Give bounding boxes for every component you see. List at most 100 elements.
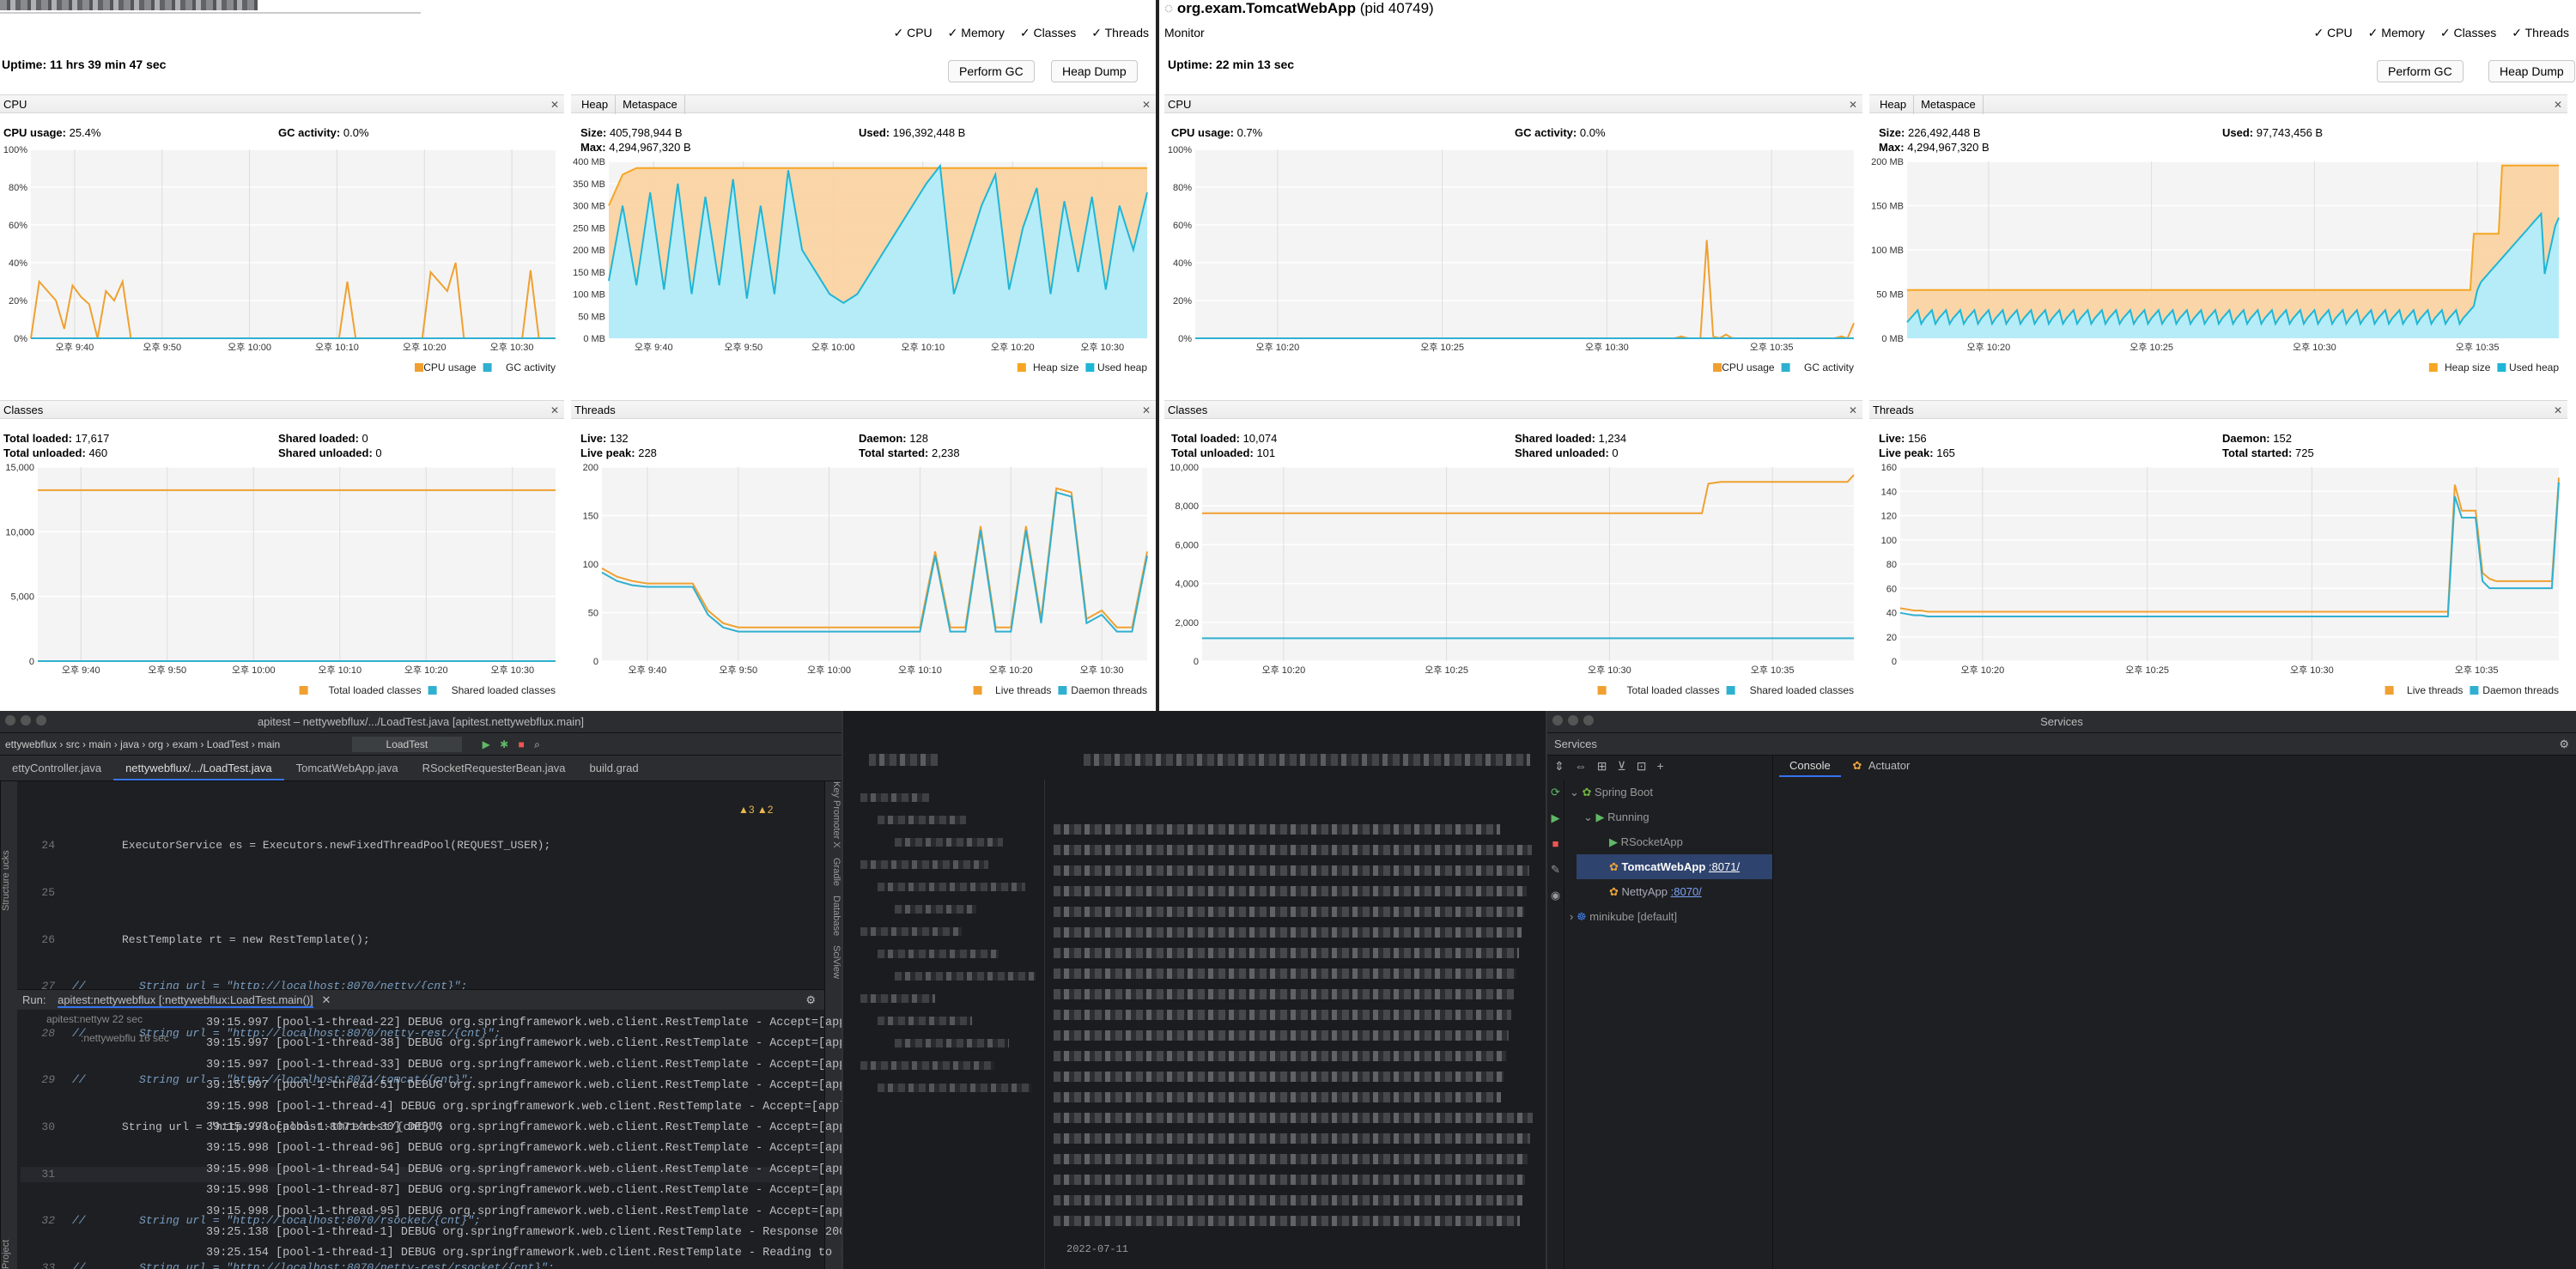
tab-metaspace[interactable]: Metaspace [616,95,685,114]
log-line: 39:15.997 [pool-1-thread-33] DEBUG org.s… [206,1058,841,1072]
close-window-icon[interactable] [1552,715,1563,726]
debug-icon[interactable]: ✱ [500,738,509,750]
tab-tomcatwebapp[interactable]: TomcatWebApp.java [295,762,398,774]
close-icon[interactable]: ✕ [550,404,559,416]
classes-checkbox[interactable]: ✓ Classes [2439,26,2497,39]
tab-build-gradle[interactable]: build.grad [589,762,639,774]
tree-item-nettyapp[interactable]: ✿ NettyApp :8070/ [1609,885,1702,898]
gradle-tool[interactable]: Gradle [831,857,841,886]
tree-item-spring-boot[interactable]: ⌄ ✿ Spring Boot [1570,786,1653,798]
group-icon[interactable]: ⊞ [1596,759,1618,773]
gear-icon[interactable]: ⚙ [805,993,816,1006]
close-icon[interactable]: ✕ [550,99,559,111]
series-line-live-threads [601,487,1148,628]
uptime-value: 11 hrs 39 min 47 sec [50,58,167,71]
run-console[interactable]: 39:15.997 [pool-1-thread-22] DEBUG org.s… [206,1013,841,1269]
close-icon[interactable]: ✕ [321,993,331,1006]
new-tab-icon[interactable]: ⊡ [1636,759,1657,773]
crumb-src[interactable]: src [65,738,80,750]
perform-gc-button[interactable]: Perform GC [2377,60,2464,82]
inspection-widget[interactable]: ▲3 ▲2 [738,804,774,816]
project-tool-button[interactable]: Project [1,1239,11,1269]
close-window-icon[interactable] [5,715,15,726]
minimize-window-icon[interactable] [21,715,31,726]
key-promoter-tool[interactable]: Key Promoter X [831,781,841,848]
monitor-tab[interactable]: Monitor [1164,26,1205,39]
zoom-window-icon[interactable] [1583,715,1594,726]
crumb-method[interactable]: main [258,738,281,750]
perform-gc-button[interactable]: Perform GC [948,60,1035,82]
tab-console[interactable]: Console [1779,756,1841,777]
run-icon[interactable]: ▶ [1551,811,1560,824]
x-tick-label: 오후 10:30 [1080,342,1124,353]
run-tab[interactable]: apitest:nettywebflux [:nettywebflux:Load… [58,993,313,1008]
structure-tool-button[interactable]: Structure [1,872,11,911]
run-tree-item[interactable]: :nettywebflu 16 sec [81,1032,169,1044]
run-tree-item[interactable]: apitest:nettyw 22 sec [46,1013,143,1025]
run-icon[interactable]: ▶ [482,738,490,750]
close-icon[interactable]: ✕ [1848,99,1857,111]
code-line: 25 [41,886,55,900]
stop-icon[interactable]: ■ [518,738,525,750]
minimize-window-icon[interactable] [1568,715,1578,726]
close-icon[interactable]: ✕ [2553,404,2562,416]
tree-item-tomcatwebapp[interactable]: ✿ TomcatWebApp :8071/ [1577,854,1772,879]
cpu-checkbox[interactable]: ✓ CPU [2313,26,2353,39]
close-icon[interactable]: ✕ [1848,404,1857,416]
series-line-daemon-threads [1899,482,2560,617]
filter-icon[interactable]: ⊻ [1617,759,1637,773]
stop-icon[interactable]: ■ [1552,837,1559,850]
code-line: 33// String url = "http://localhost:8070… [41,1260,555,1269]
tree-item-minikube[interactable]: › ☸ minikube [default] [1570,910,1678,923]
classes-checkbox[interactable]: ✓ Classes [1019,26,1077,39]
x-tick-label: 오후 10:25 [2125,665,2169,676]
legend-swatch [2428,363,2438,372]
tab-rsocketrequesterbean[interactable]: RSocketRequesterBean.java [422,762,566,774]
cpu-checkbox[interactable]: ✓ CPU [893,26,933,39]
redacted-line [1054,1030,1509,1041]
threads-checkbox[interactable]: ✓ Threads [2512,26,2569,39]
sciview-tool[interactable]: SciView [831,944,841,979]
redacted-tree-item [878,883,1025,891]
code-editor[interactable]: 24 ExecutorService es = Executors.newFixe… [21,807,819,1269]
crumb-java[interactable]: java [120,738,140,750]
camera-icon[interactable]: ◉ [1550,889,1561,902]
heap-dump-button[interactable]: Heap Dump [1051,60,1138,82]
settings-icon[interactable]: ⚙ [2559,738,2569,750]
zoom-window-icon[interactable] [36,715,46,726]
bookmarks-tool-button[interactable]: ucks [1,850,11,870]
tree-item-rsocketapp[interactable]: ▶ RSocketApp [1609,835,1683,848]
crumb-class[interactable]: LoadTest [206,738,249,750]
close-icon[interactable]: ✕ [1141,99,1151,111]
add-icon[interactable]: + [1656,759,1674,773]
redacted-line [1054,1175,1525,1185]
close-icon[interactable]: ✕ [1141,404,1151,416]
search-icon[interactable]: ⌕ [534,738,540,750]
series-line-heap-size [608,167,1147,206]
heap-dump-button[interactable]: Heap Dump [2488,60,2575,82]
rerun-icon[interactable]: ⟳ [1551,786,1560,798]
database-tool[interactable]: Database [831,895,841,936]
collapse-all-icon[interactable]: ⇔ [1574,759,1597,773]
run-config-select[interactable]: LoadTest [351,737,463,752]
crumb-org[interactable]: org [148,738,164,750]
x-tick-label: 오후 10:25 [1425,665,1468,676]
wrench-icon[interactable]: ✎ [1551,863,1560,876]
tab-heap[interactable]: Heap [1873,95,1915,114]
tree-item-running[interactable]: ⌄ ▶ Running [1583,811,1649,823]
expand-all-icon[interactable]: ⇕ [1554,759,1575,773]
y-tick-label: 50 MB [1876,290,1904,301]
tab-heap[interactable]: Heap [574,95,617,114]
threads-checkbox[interactable]: ✓ Threads [1091,26,1149,39]
close-icon[interactable]: ✕ [2553,99,2562,111]
tab-metaspace[interactable]: Metaspace [1914,95,1984,114]
crumb-exam[interactable]: exam [172,738,198,750]
crumb-main[interactable]: main [88,738,112,750]
crumb-module[interactable]: ettywebflux [5,738,58,750]
tab-loadtest[interactable]: nettywebflux/.../LoadTest.java [113,756,284,780]
left-threads-daemon: Daemon: 128 Total started: 2,238 [859,432,960,459]
memory-checkbox[interactable]: ✓ Memory [2367,26,2425,39]
tab-nettycontroller[interactable]: ettyController.java [12,762,102,774]
memory-checkbox[interactable]: ✓ Memory [947,26,1005,39]
tab-actuator[interactable]: Actuator [1868,759,1911,772]
